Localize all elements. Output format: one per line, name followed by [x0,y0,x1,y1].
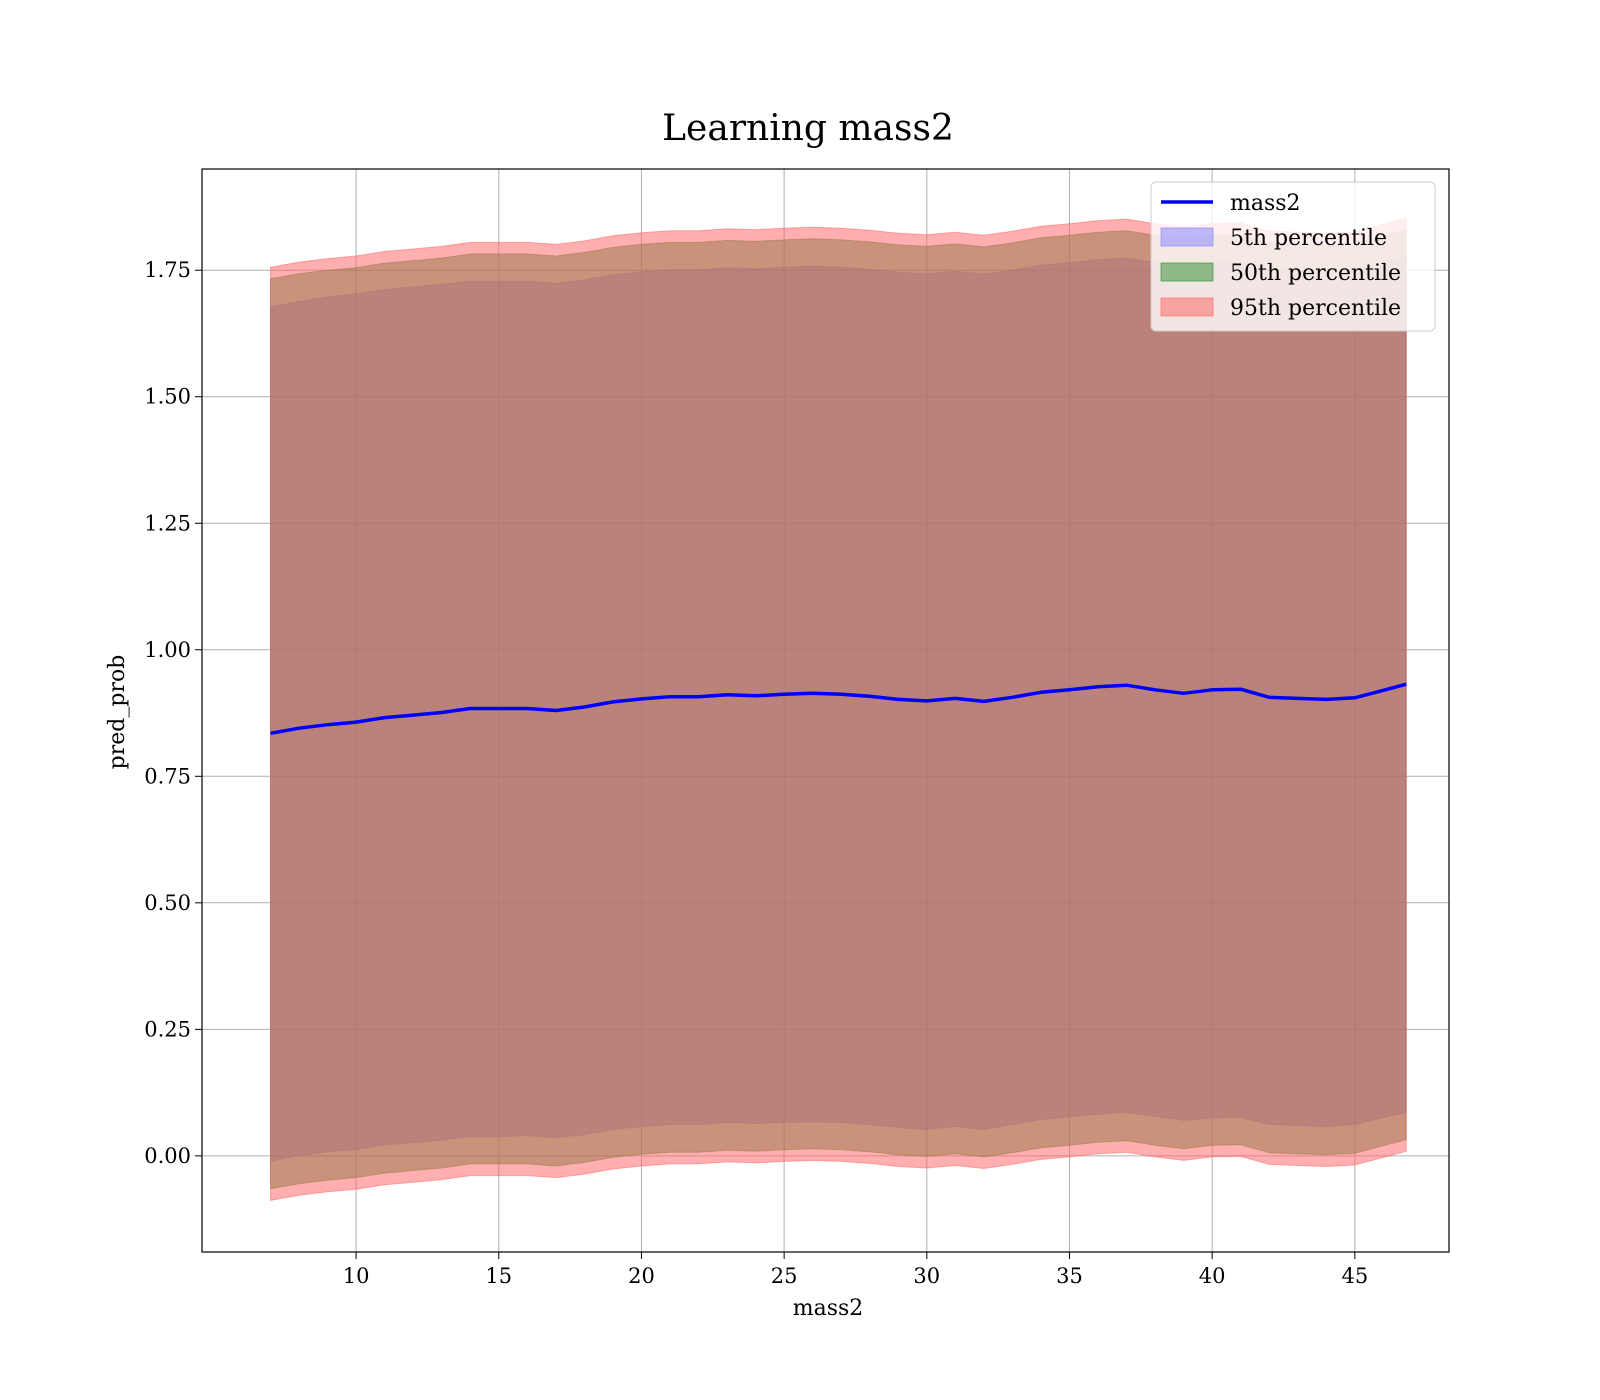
x-tick-label: 40 [1199,1264,1226,1288]
y-tick-label: 1.50 [144,385,191,409]
legend-swatch-50th-percentile [1160,262,1214,282]
y-tick-label: 0.00 [144,1144,191,1168]
legend-label: 95th percentile [1230,296,1401,321]
x-tick-label: 20 [628,1264,655,1288]
y-axis-label: pred_prob [105,655,130,770]
plot-area: 10 15 20 25 30 35 40 45 0.00 0.25 0.50 0.75 1.00 1.25… [144,168,1450,1288]
chart-title: Learning mass2 [662,108,954,149]
x-tick-label: 15 [485,1264,512,1288]
legend-label: mass2 [1230,191,1301,216]
legend-box [1150,181,1436,332]
y-tick-label: 0.50 [144,891,191,915]
series-line-mass2 [270,682,1407,736]
band-95th-percentile [270,217,1407,1201]
y-tick-label: 1.75 [144,258,191,282]
x-tick-label: 30 [913,1264,940,1288]
x-tick-label: 35 [1056,1264,1083,1288]
x-tick-label: 25 [771,1264,798,1288]
y-tick-label: 1.00 [144,638,191,662]
legend: mass2 5th percentile 50th percentile 95th p… [1150,181,1436,332]
legend-label: 50th percentile [1230,261,1401,286]
legend-swatch-5th-percentile [1160,227,1214,247]
legend-swatch-95th-percentile [1160,297,1214,317]
y-tick-label: 0.75 [144,764,191,788]
plot-frame [201,168,1450,1253]
x-axis-label: mass2 [793,1296,864,1321]
x-tick-label: 45 [1341,1264,1368,1288]
y-tick-label: 0.25 [144,1017,191,1041]
y-tick-label: 1.25 [144,511,191,535]
legend-label: 5th percentile [1230,226,1387,251]
x-tick-label: 10 [343,1264,370,1288]
